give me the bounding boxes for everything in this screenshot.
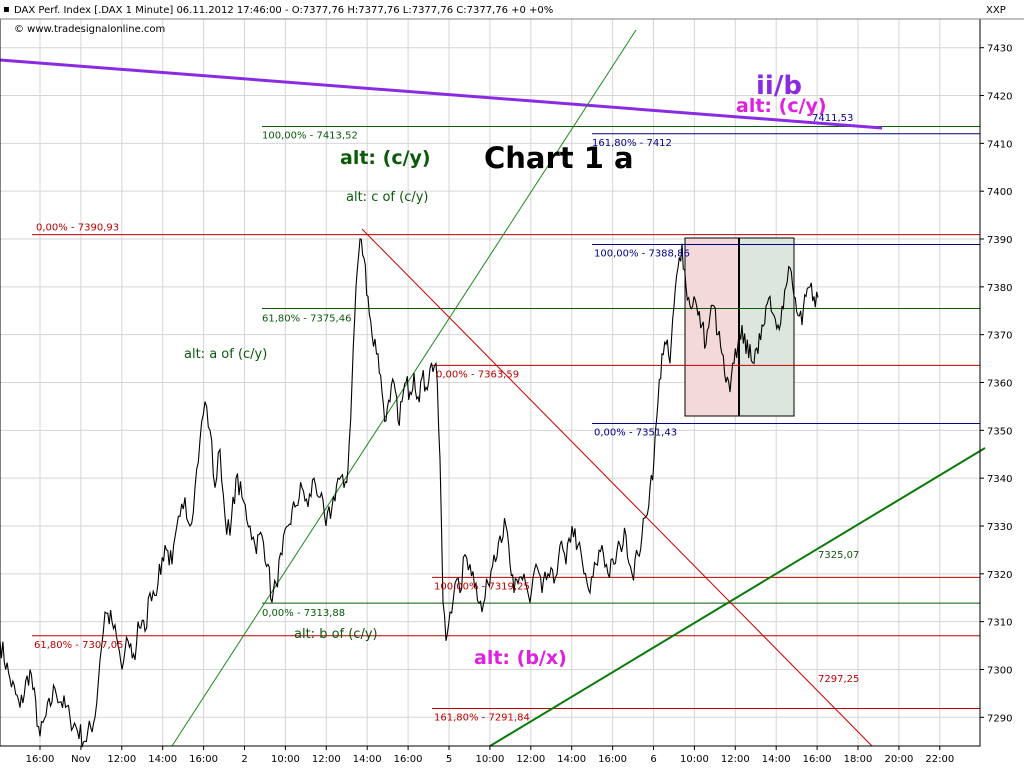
y-tick-label: 7320: [987, 570, 1012, 581]
y-tick-label: 7380: [987, 283, 1012, 294]
level-labels: 0,00% - 7390,93 0,00% - 7363,59 100,00% - …: [34, 131, 690, 724]
x-tick-label: 12:00: [721, 754, 750, 765]
purple-trendline-value: 7411,53: [812, 113, 853, 124]
x-tick-label: 14:00: [557, 754, 586, 765]
x-tick-label: 16:00: [189, 754, 218, 765]
x-tick-label: 14:00: [762, 754, 791, 765]
fib-level-label: 0,00% - 7351,43: [594, 427, 677, 438]
alt-b-of-cy-label: alt: b of (c/y): [294, 627, 378, 642]
red-diagonal-value: 7297,25: [818, 674, 859, 685]
price-series: [0, 238, 819, 748]
fib-level-label: 0,00% - 7390,93: [36, 223, 119, 234]
chart-watermark: © www.tradesignalonline.com: [14, 24, 165, 35]
x-tick-label: 6: [650, 754, 656, 765]
y-tick-label: 7350: [987, 426, 1012, 437]
x-tick-label: 18:00: [844, 754, 873, 765]
red-diagonal-line: [361, 228, 873, 747]
x-tick-label: 16:00: [803, 754, 832, 765]
fib-level-label: 0,00% - 7313,88: [262, 608, 345, 619]
fib-level-label: 100,00% - 7413,52: [262, 131, 358, 142]
y-tick-label: 7430: [987, 44, 1012, 55]
x-tick-label: 10:00: [680, 754, 709, 765]
x-tick-label: 16:00: [394, 754, 423, 765]
y-tick-label: 7410: [987, 139, 1012, 150]
y-tick-label: 7400: [987, 187, 1012, 198]
x-tick-label: Nov: [71, 754, 91, 765]
fib-level-label: 100,00% - 7319,25: [434, 581, 530, 592]
chart-header-title: DAX Perf. Index [.DAX 1 Minute] 06.11.20…: [14, 5, 553, 16]
y-tick-label: 7310: [987, 618, 1012, 629]
fib-level-label: 61,80% - 7307,05: [34, 640, 123, 651]
grid-lines: [0, 19, 980, 746]
y-tick-label: 7370: [987, 331, 1012, 342]
chart-symbol: XXP: [986, 5, 1006, 16]
green-trendline-thick: [489, 447, 986, 747]
y-tick-label: 7390: [987, 235, 1012, 246]
alt-c-of-cy-label: alt: c of (c/y): [346, 190, 429, 205]
price-line: [0, 238, 819, 748]
y-axis: 7290 7300 7310 7320 7330 7340 7350 7360 7370 7380…: [980, 44, 1012, 724]
iib-label: ii/b: [756, 71, 802, 101]
y-tick-label: 7420: [987, 92, 1012, 103]
header-icon: ▪: [3, 4, 10, 15]
alt-cy-magenta-label: alt: (c/y): [736, 95, 827, 117]
chart-title-label: Chart 1 a: [484, 141, 634, 175]
fib-level-label: 61,80% - 7375,46: [262, 314, 351, 325]
y-tick-label: 7340: [987, 474, 1012, 485]
x-tick-label: 12:00: [516, 754, 545, 765]
y-tick-label: 7360: [987, 379, 1012, 390]
x-tick-label: 12:00: [107, 754, 136, 765]
x-tick-label: 14:00: [353, 754, 382, 765]
y-tick-label: 7300: [987, 665, 1012, 676]
fib-levels: [32, 126, 980, 710]
x-tick-label: 10:00: [271, 754, 300, 765]
alt-cy-green-label: alt: (c/y): [340, 147, 431, 169]
x-tick-label: 14:00: [148, 754, 177, 765]
y-tick-label: 7290: [987, 713, 1012, 724]
alt-bx-label: alt: (b/x): [474, 647, 567, 669]
fib-level-label: 0,00% - 7363,59: [436, 369, 519, 380]
y-tick-label: 7330: [987, 522, 1012, 533]
fib-level-label: 161,80% - 7291,84: [434, 713, 530, 724]
x-tick-label: 16:00: [598, 754, 627, 765]
green-range-box: [738, 237, 795, 417]
x-axis: 16:00 Nov 12:00 14:00 16:00 2 10:00 12:00 14:00 1…: [26, 746, 954, 765]
fib-level-label: 100,00% - 7388,86: [594, 248, 690, 259]
x-tick-label: 22:00: [925, 754, 954, 765]
x-tick-label: 2: [241, 754, 247, 765]
red-range-box: [684, 237, 740, 417]
fib-level-label: 161,80% - 7412: [592, 138, 672, 149]
x-tick-label: 20:00: [884, 754, 913, 765]
x-tick-label: 12:00: [312, 754, 341, 765]
x-tick-label: 10:00: [475, 754, 504, 765]
alt-a-of-cy-label: alt: a of (c/y): [184, 347, 267, 362]
x-tick-label: 5: [446, 754, 452, 765]
green-trendline-value: 7325,07: [818, 550, 859, 561]
range-boxes: [684, 237, 795, 417]
header-bar: [0, 0, 1024, 19]
x-tick-label: 16:00: [26, 754, 55, 765]
purple-trendline: [0, 58, 883, 130]
